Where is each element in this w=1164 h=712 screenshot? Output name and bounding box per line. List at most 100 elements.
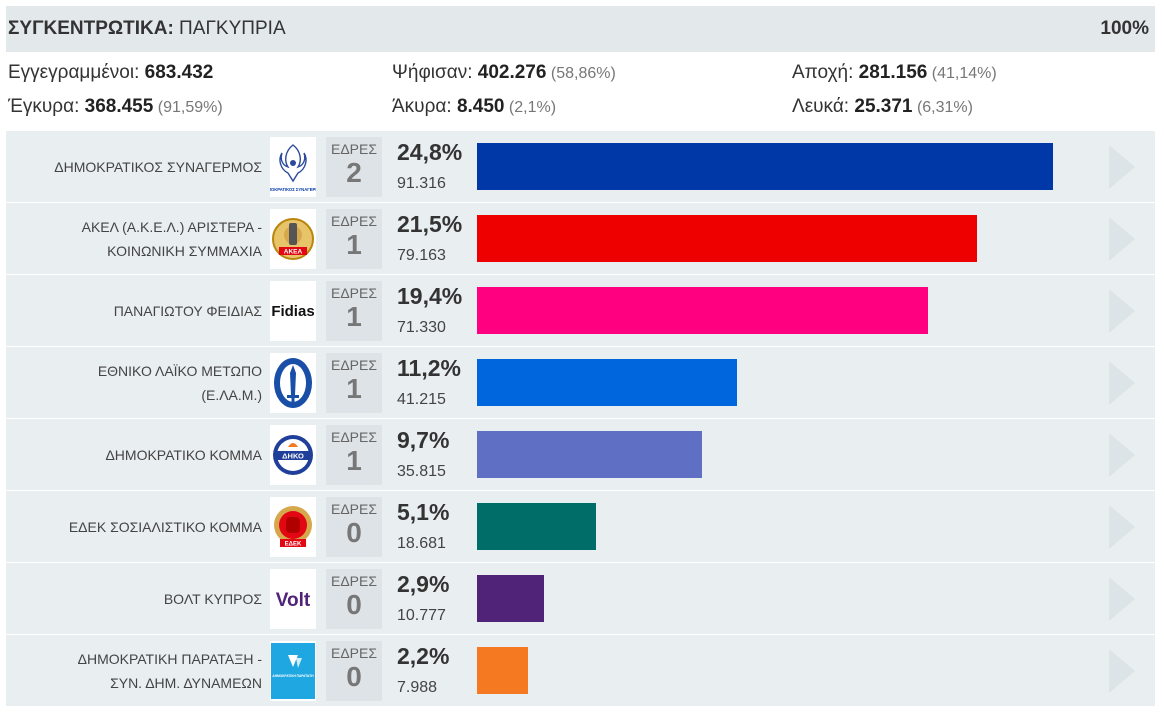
- akel-logo-icon: AKEA: [272, 218, 314, 260]
- party-bar: [477, 143, 1053, 190]
- party-logo-icon: Fidias: [270, 281, 316, 341]
- stat-voted-label: Ψήφισαν:: [392, 62, 478, 83]
- party-name-line1: ΑΚΕΛ (Α.Κ.Ε.Λ.) ΑΡΙΣΤΕΡΑ -: [81, 219, 262, 235]
- chevron-right-icon[interactable]: [1109, 289, 1135, 333]
- party-percent: 11,2%: [397, 355, 461, 381]
- seats-count: 0: [346, 589, 362, 620]
- party-name-line2: ΣΥΝ. ΔΗΜ. ΔΥΝΑΜΕΩΝ: [110, 675, 262, 691]
- seats-label: ΕΔΡΕΣ: [330, 285, 378, 301]
- chevron-right-icon[interactable]: [1109, 577, 1135, 621]
- header-title-bold: ΣΥΓΚΕΝΤΡΩΤΙΚΑ:: [8, 18, 174, 39]
- seats-count: 0: [346, 517, 362, 548]
- party-votes: 91.316: [397, 175, 446, 192]
- svg-text:ΔΗΜΟΚΡΑΤΙΚΟΣ ΣΥΝΑΓΕΡΜΟΣ: ΔΗΜΟΚΡΑΤΙΚΟΣ ΣΥΝΑΓΕΡΜΟΣ: [270, 187, 316, 192]
- chevron-right-icon[interactable]: [1109, 361, 1135, 405]
- seats-label: ΕΔΡΕΣ: [330, 141, 378, 157]
- stat-registered-label: Εγγεγραμμένοι:: [8, 62, 145, 83]
- party-name: ΔΗΜΟΚΡΑΤΙΚΟΣ ΣΥΝΑΓΕΡΜΟΣ: [2, 131, 262, 203]
- seats-label: ΕΔΡΕΣ: [330, 429, 378, 445]
- seats-box: ΕΔΡΕΣ 1: [326, 425, 382, 485]
- party-votes: 35.815: [397, 463, 446, 480]
- party-name: ΠΑΝΑΓΙΩΤΟΥ ΦΕΙΔΙΑΣ: [2, 275, 262, 347]
- seats-count: 1: [346, 373, 362, 404]
- stat-abstain-pct: (41,14%): [927, 65, 997, 82]
- chevron-right-icon[interactable]: [1109, 649, 1135, 693]
- seats-box: ΕΔΡΕΣ 1: [326, 353, 382, 413]
- party-row[interactable]: ΔΗΜΟΚΡΑΤΙΚΟΣ ΣΥΝΑΓΕΡΜΟΣ ΔΗΜΟΚΡΑΤΙΚΟΣ ΣΥΝ…: [6, 131, 1155, 203]
- party-percent: 21,5%: [397, 211, 463, 237]
- results-header: ΣΥΓΚΕΝΤΡΩΤΙΚΑ: ΠΑΓΚΥΠΡΙΑ 100%: [6, 6, 1155, 52]
- stat-registered-value: 683.432: [144, 62, 214, 83]
- svg-text:ΔΗΜΟΚΡΑΤΙΚΗ ΠΑΡΑΤΑΞΗ: ΔΗΜΟΚΡΑΤΙΚΗ ΠΑΡΑΤΑΞΗ: [272, 674, 314, 678]
- stat-voted-value: 402.276: [477, 62, 547, 83]
- seats-label: ΕΔΡΕΣ: [330, 645, 378, 661]
- party-bar: [477, 503, 596, 550]
- edek-logo-icon: ΕΔΕΚ: [274, 506, 312, 548]
- disy-logo-icon: ΔΗΜΟΚΡΑΤΙΚΟΣ ΣΥΝΑΓΕΡΜΟΣ: [270, 144, 316, 192]
- stat-invalid: Άκυρα: 8.450 (2,1%): [392, 96, 556, 118]
- party-percent: 2,9%: [397, 571, 450, 597]
- party-logo-icon: ΔΗΜΟΚΡΑΤΙΚΗ ΠΑΡΑΤΑΞΗ: [270, 641, 316, 701]
- chevron-right-icon[interactable]: [1109, 217, 1135, 261]
- header-title-region: ΠΑΓΚΥΠΡΙΑ: [173, 18, 286, 39]
- party-name: ΕΔΕΚ ΣΟΣΙΑΛΙΣΤΙΚΟ ΚΟΜΜΑ: [2, 491, 262, 563]
- chevron-right-icon[interactable]: [1109, 145, 1135, 189]
- party-logo-icon: Volt: [270, 569, 316, 629]
- counted-percent: 100%: [1100, 18, 1149, 39]
- party-name-line2: ΚΟΙΝΩΝΙΚΗ ΣΥΜΜΑΧΙΑ: [107, 243, 262, 259]
- stat-abstain-label: Αποχή:: [792, 62, 859, 83]
- party-percent: 19,4%: [397, 283, 463, 309]
- party-row[interactable]: ΔΗΜΟΚΡΑΤΙΚΟ ΚΟΜΜΑ ΔΗΚΟ ΕΔΡΕΣ 1 9,7% 35.8…: [6, 419, 1155, 491]
- party-name: ΑΚΕΛ (Α.Κ.Ε.Λ.) ΑΡΙΣΤΕΡΑ - ΚΟΙΝΩΝΙΚΗ ΣΥΜ…: [2, 203, 262, 275]
- party-percent: 9,7%: [397, 427, 450, 453]
- party-row[interactable]: ΕΔΕΚ ΣΟΣΙΑΛΙΣΤΙΚΟ ΚΟΜΜΑ ΕΔΕΚ ΕΔΡΕΣ 0 5,1…: [6, 491, 1155, 563]
- stat-valid-pct: (91,59%): [153, 99, 223, 116]
- seats-label: ΕΔΡΕΣ: [330, 213, 378, 229]
- seats-count: 2: [346, 157, 362, 188]
- stat-valid-value: 368.455: [84, 96, 154, 117]
- party-bar: [477, 215, 977, 262]
- party-logo-icon: [270, 353, 316, 413]
- party-name-line1: ΕΘΝΙΚΟ ΛΑΪΚΟ ΜΕΤΩΠΟ: [97, 363, 262, 379]
- party-logo-icon: ΔΗΜΟΚΡΑΤΙΚΟΣ ΣΥΝΑΓΕΡΜΟΣ: [270, 137, 316, 197]
- svg-text:Volt: Volt: [276, 590, 311, 611]
- seats-count: 1: [346, 445, 362, 476]
- party-name-line1: ΔΗΜΟΚΡΑΤΙΚΟΣ ΣΥΝΑΓΕΡΜΟΣ: [54, 159, 262, 175]
- party-row[interactable]: ΔΗΜΟΚΡΑΤΙΚΗ ΠΑΡΑΤΑΞΗ - ΣΥΝ. ΔΗΜ. ΔΥΝΑΜΕΩ…: [6, 635, 1155, 707]
- volt-logo-icon: Volt: [276, 590, 311, 611]
- seats-box: ΕΔΡΕΣ 0: [326, 641, 382, 701]
- party-bar: [477, 431, 702, 478]
- party-votes: 18.681: [397, 535, 446, 552]
- party-percent: 24,8%: [397, 139, 463, 165]
- elam-logo-icon: [274, 358, 312, 408]
- party-name-line1: ΒΟΛΤ ΚΥΠΡΟΣ: [163, 591, 262, 607]
- stat-valid: Έγκυρα: 368.455 (91,59%): [8, 96, 223, 118]
- party-row[interactable]: ΠΑΝΑΓΙΩΤΟΥ ΦΕΙΔΙΑΣ Fidias ΕΔΡΕΣ 1 19,4% …: [6, 275, 1155, 347]
- seats-count: 1: [346, 229, 362, 260]
- party-row[interactable]: ΕΘΝΙΚΟ ΛΑΪΚΟ ΜΕΤΩΠΟ (Ε.ΛΑ.Μ.) ΕΔΡΕΣ 1 11…: [6, 347, 1155, 419]
- party-percent: 5,1%: [397, 499, 450, 525]
- seats-label: ΕΔΡΕΣ: [330, 501, 378, 517]
- stat-invalid-value: 8.450: [456, 96, 505, 117]
- party-name: ΒΟΛΤ ΚΥΠΡΟΣ: [2, 563, 262, 635]
- seats-label: ΕΔΡΕΣ: [330, 573, 378, 589]
- party-logo-icon: ΕΔΕΚ: [270, 497, 316, 557]
- party-votes: 41.215: [397, 391, 446, 408]
- stat-voted: Ψήφισαν: 402.276 (58,86%): [392, 62, 616, 84]
- stat-voted-pct: (58,86%): [546, 65, 616, 82]
- party-name-line2: (Ε.ΛΑ.Μ.): [201, 387, 262, 403]
- party-results-list: ΔΗΜΟΚΡΑΤΙΚΟΣ ΣΥΝΑΓΕΡΜΟΣ ΔΗΜΟΚΡΑΤΙΚΟΣ ΣΥΝ…: [6, 131, 1155, 707]
- stat-registered: Εγγεγραμμένοι: 683.432: [8, 62, 213, 84]
- party-votes: 71.330: [397, 319, 446, 336]
- stat-blank-value: 25.371: [854, 96, 913, 117]
- svg-text:AKEA: AKEA: [284, 249, 303, 256]
- party-row[interactable]: ΑΚΕΛ (Α.Κ.Ε.Λ.) ΑΡΙΣΤΕΡΑ - ΚΟΙΝΩΝΙΚΗ ΣΥΜ…: [6, 203, 1155, 275]
- party-row[interactable]: ΒΟΛΤ ΚΥΠΡΟΣ Volt ΕΔΡΕΣ 0 2,9% 10.777: [6, 563, 1155, 635]
- stat-invalid-pct: (2,1%): [504, 99, 557, 116]
- party-bar: [477, 359, 737, 406]
- summary-stats: Εγγεγραμμένοι: 683.432 Ψήφισαν: 402.276 …: [6, 56, 1155, 128]
- chevron-right-icon[interactable]: [1109, 433, 1135, 477]
- stat-abstain-value: 281.156: [858, 62, 928, 83]
- chevron-right-icon[interactable]: [1109, 505, 1135, 549]
- diko-logo-icon: ΔΗΚΟ: [273, 435, 313, 475]
